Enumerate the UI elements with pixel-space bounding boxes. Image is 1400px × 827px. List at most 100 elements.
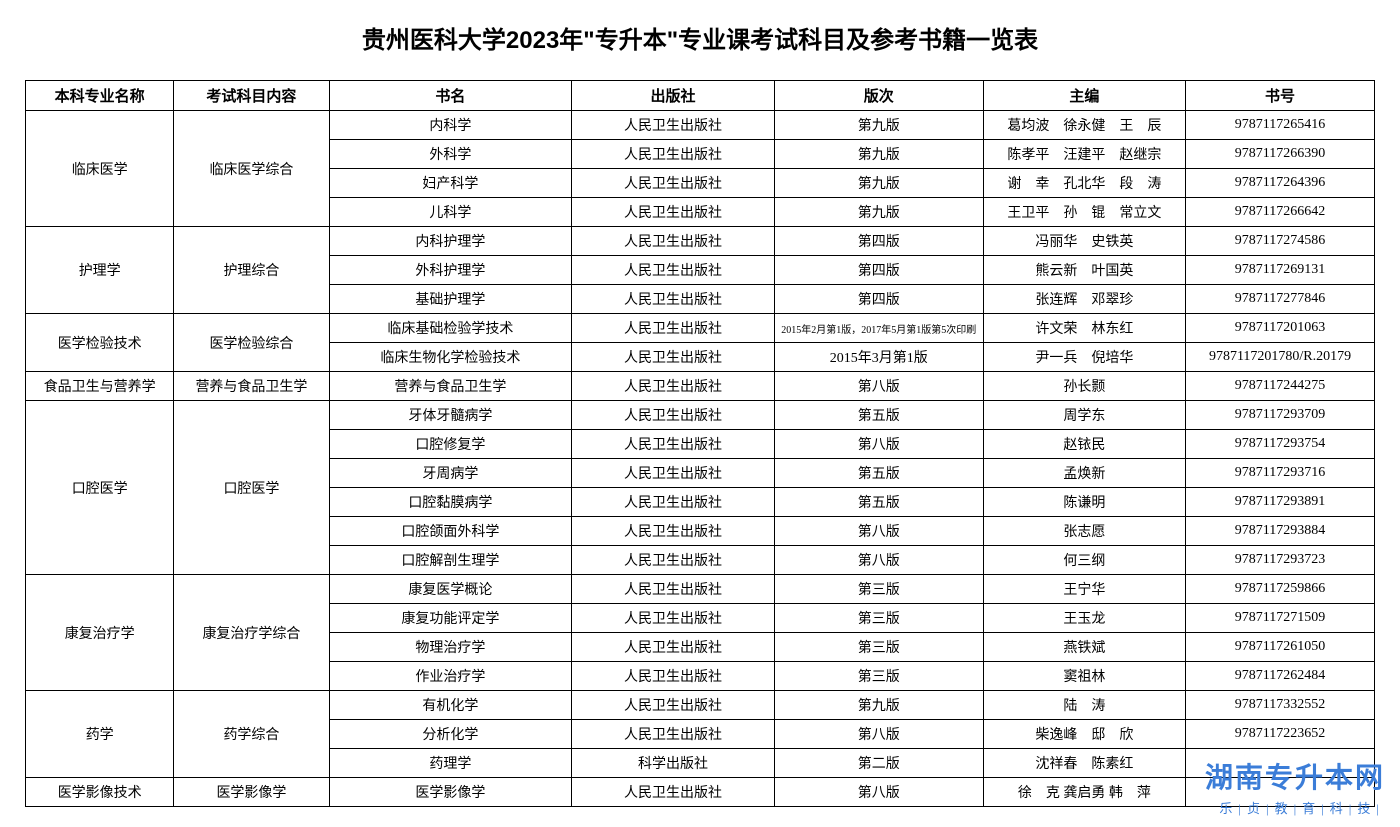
table-row: 药学药学综合有机化学人民卫生出版社第九版陆 涛9787117332552 — [26, 691, 1375, 720]
cell-editor: 冯丽华 史铁英 — [983, 227, 1185, 256]
cell-publisher: 人民卫生出版社 — [572, 546, 774, 575]
cell-isbn: 9787117261050 — [1186, 633, 1375, 662]
cell-editor: 何三纲 — [983, 546, 1185, 575]
cell-edition: 第三版 — [774, 662, 983, 691]
cell-edition: 第三版 — [774, 633, 983, 662]
cell-subject: 康复治疗学综合 — [174, 575, 329, 691]
table-row: 临床医学临床医学综合内科学人民卫生出版社第九版葛均波 徐永健 王 辰978711… — [26, 111, 1375, 140]
cell-isbn: 9787117201063 — [1186, 314, 1375, 343]
cell-major: 医学检验技术 — [26, 314, 174, 372]
cell-edition: 第五版 — [774, 401, 983, 430]
cell-isbn: 9787117293891 — [1186, 488, 1375, 517]
cell-isbn: 9787117274586 — [1186, 227, 1375, 256]
cell-editor: 熊云新 叶国英 — [983, 256, 1185, 285]
cell-book: 康复功能评定学 — [329, 604, 572, 633]
col-header-isbn: 书号 — [1186, 81, 1375, 111]
cell-edition: 2015年2月第1版，2017年5月第1版第5次印刷 — [774, 314, 983, 343]
cell-editor: 许文荣 林东红 — [983, 314, 1185, 343]
cell-isbn: 9787117266642 — [1186, 198, 1375, 227]
cell-book: 临床生物化学检验技术 — [329, 343, 572, 372]
cell-isbn: 9787117277846 — [1186, 285, 1375, 314]
cell-book: 药理学 — [329, 749, 572, 778]
watermark-main: 湖南专升本网 — [1205, 756, 1385, 796]
cell-publisher: 人民卫生出版社 — [572, 401, 774, 430]
cell-editor: 陈谦明 — [983, 488, 1185, 517]
cell-publisher: 人民卫生出版社 — [572, 198, 774, 227]
cell-book: 作业治疗学 — [329, 662, 572, 691]
col-header-subject: 考试科目内容 — [174, 81, 329, 111]
cell-publisher: 人民卫生出版社 — [572, 256, 774, 285]
cell-subject: 口腔医学 — [174, 401, 329, 575]
reference-table: 本科专业名称 考试科目内容 书名 出版社 版次 主编 书号 临床医学临床医学综合… — [25, 80, 1375, 807]
cell-edition: 第二版 — [774, 749, 983, 778]
cell-edition: 第八版 — [774, 517, 983, 546]
cell-isbn: 9787117293723 — [1186, 546, 1375, 575]
cell-book: 妇产科学 — [329, 169, 572, 198]
cell-editor: 尹一兵 倪培华 — [983, 343, 1185, 372]
col-header-major: 本科专业名称 — [26, 81, 174, 111]
cell-editor: 谢 幸 孔北华 段 涛 — [983, 169, 1185, 198]
cell-editor: 周学东 — [983, 401, 1185, 430]
cell-edition: 第五版 — [774, 459, 983, 488]
page-title: 贵州医科大学2023年"专升本"专业课考试科目及参考书籍一览表 — [25, 20, 1375, 55]
cell-isbn: 9787117201780/R.20179 — [1186, 343, 1375, 372]
cell-isbn: 9787117262484 — [1186, 662, 1375, 691]
cell-subject: 药学综合 — [174, 691, 329, 778]
cell-publisher: 人民卫生出版社 — [572, 778, 774, 807]
cell-book: 牙周病学 — [329, 459, 572, 488]
cell-publisher: 人民卫生出版社 — [572, 488, 774, 517]
col-header-editor: 主编 — [983, 81, 1185, 111]
cell-edition: 第九版 — [774, 198, 983, 227]
cell-edition: 第八版 — [774, 546, 983, 575]
cell-editor: 张连辉 邓翠珍 — [983, 285, 1185, 314]
cell-book: 医学影像学 — [329, 778, 572, 807]
cell-major: 口腔医学 — [26, 401, 174, 575]
cell-edition: 第四版 — [774, 256, 983, 285]
cell-book: 牙体牙髓病学 — [329, 401, 572, 430]
cell-book: 内科学 — [329, 111, 572, 140]
cell-editor: 陆 涛 — [983, 691, 1185, 720]
cell-book: 内科护理学 — [329, 227, 572, 256]
cell-book: 儿科学 — [329, 198, 572, 227]
cell-editor: 柴逸峰 邸 欣 — [983, 720, 1185, 749]
cell-major: 临床医学 — [26, 111, 174, 227]
cell-publisher: 人民卫生出版社 — [572, 227, 774, 256]
cell-isbn: 9787117265416 — [1186, 111, 1375, 140]
watermark: 湖南专升本网 乐|贞|教|育|科|技| — [1205, 756, 1385, 817]
cell-edition: 第三版 — [774, 604, 983, 633]
cell-publisher: 人民卫生出版社 — [572, 662, 774, 691]
cell-book: 分析化学 — [329, 720, 572, 749]
col-header-book: 书名 — [329, 81, 572, 111]
cell-isbn: 9787117244275 — [1186, 372, 1375, 401]
cell-book: 口腔解剖生理学 — [329, 546, 572, 575]
cell-editor: 王宁华 — [983, 575, 1185, 604]
cell-edition: 第八版 — [774, 778, 983, 807]
cell-subject: 护理综合 — [174, 227, 329, 314]
cell-edition: 2015年3月第1版 — [774, 343, 983, 372]
cell-editor: 窦祖林 — [983, 662, 1185, 691]
cell-major: 护理学 — [26, 227, 174, 314]
table-header-row: 本科专业名称 考试科目内容 书名 出版社 版次 主编 书号 — [26, 81, 1375, 111]
cell-editor: 沈祥春 陈素红 — [983, 749, 1185, 778]
cell-publisher: 人民卫生出版社 — [572, 604, 774, 633]
cell-editor: 孟焕新 — [983, 459, 1185, 488]
cell-edition: 第五版 — [774, 488, 983, 517]
cell-book: 临床基础检验学技术 — [329, 314, 572, 343]
cell-publisher: 人民卫生出版社 — [572, 691, 774, 720]
table-row: 医学影像技术医学影像学医学影像学人民卫生出版社第八版徐 克 龚启勇 韩 萍 — [26, 778, 1375, 807]
cell-major: 医学影像技术 — [26, 778, 174, 807]
cell-publisher: 人民卫生出版社 — [572, 517, 774, 546]
col-header-publisher: 出版社 — [572, 81, 774, 111]
cell-publisher: 人民卫生出版社 — [572, 372, 774, 401]
cell-publisher: 人民卫生出版社 — [572, 111, 774, 140]
cell-publisher: 人民卫生出版社 — [572, 140, 774, 169]
cell-edition: 第九版 — [774, 111, 983, 140]
cell-isbn: 9787117223652 — [1186, 720, 1375, 749]
table-row: 康复治疗学康复治疗学综合康复医学概论人民卫生出版社第三版王宁华978711725… — [26, 575, 1375, 604]
cell-publisher: 科学出版社 — [572, 749, 774, 778]
cell-isbn: 9787117264396 — [1186, 169, 1375, 198]
watermark-sub: 乐|贞|教|育|科|技| — [1205, 798, 1385, 817]
cell-publisher: 人民卫生出版社 — [572, 720, 774, 749]
cell-isbn: 9787117293754 — [1186, 430, 1375, 459]
cell-book: 有机化学 — [329, 691, 572, 720]
